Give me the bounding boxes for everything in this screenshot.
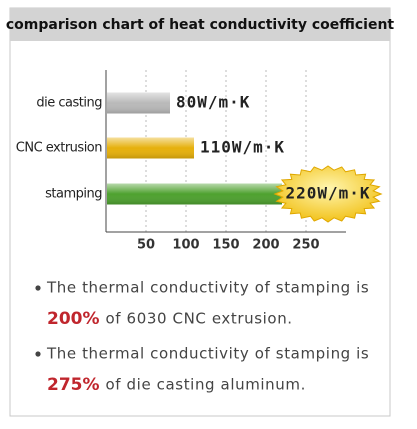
note-text: The thermal conductivity of stamping is: [46, 345, 369, 363]
note-highlight: 275%: [47, 375, 100, 395]
bar-shine: [107, 92, 170, 114]
bullet: [35, 351, 41, 357]
note-rest: of 6030 CNC extrusion.: [106, 310, 293, 328]
category-label: CNC extrusion: [16, 141, 102, 156]
x-tick-label: 200: [252, 238, 279, 253]
bullet: [35, 285, 41, 291]
notes: The thermal conductivity of stamping is 2…: [35, 279, 369, 395]
x-tick-label: 50: [137, 238, 155, 253]
header-bar: [10, 8, 390, 41]
bar-shine: [107, 137, 194, 159]
note-text: The thermal conductivity of stamping is: [46, 279, 369, 297]
category-label: die casting: [36, 96, 102, 111]
badge: [273, 165, 383, 223]
value-label: 80W/m·K: [176, 93, 250, 112]
note-rest: of die casting aluminum.: [106, 376, 306, 394]
value-label: 220W/m·K: [285, 184, 370, 203]
bar-shine: [107, 183, 282, 205]
x-tick-label: 150: [212, 238, 239, 253]
x-tick-label: 250: [292, 238, 319, 253]
chart-title: comparison chart of heat conductivity co…: [6, 17, 395, 33]
category-label: stamping: [45, 187, 102, 202]
x-tick-label: 100: [172, 238, 199, 253]
note-highlight: 200%: [47, 309, 100, 329]
value-label: 110W/m·K: [200, 138, 285, 157]
